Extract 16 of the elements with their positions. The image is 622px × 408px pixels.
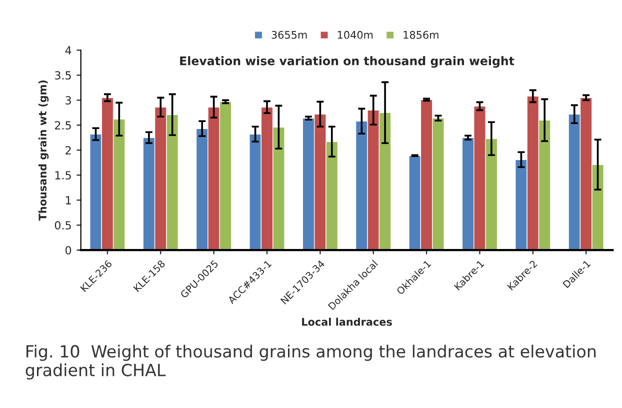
y-tick-label: 1 [66,196,71,204]
legend-label: 1856m [404,30,438,39]
caption: Fig. 10 Weight of thousand grains among the landraces at elevation gradient in CHAL [26,344,596,380]
legend-label: 1040m [338,30,373,39]
y-tick-label: 1.5 [55,171,71,180]
y-tick-label: 0 [65,246,72,254]
legend-label: 3655m [272,30,307,39]
y-tick-label: 3 [66,96,71,105]
chart-title: Elevation wise variation on thousand grain weight [180,56,514,68]
y-tick-label: 2 [66,146,71,154]
y-tick-label: 0.5 [54,221,71,230]
x-axis-title: Local landraces [302,318,392,326]
y-tick-label: 4 [65,46,72,54]
y-tick-label: 2.5 [54,121,71,130]
y-axis-title: Thousand grain wt (gm) [38,80,49,221]
y-tick-label: 3.5 [55,71,71,80]
